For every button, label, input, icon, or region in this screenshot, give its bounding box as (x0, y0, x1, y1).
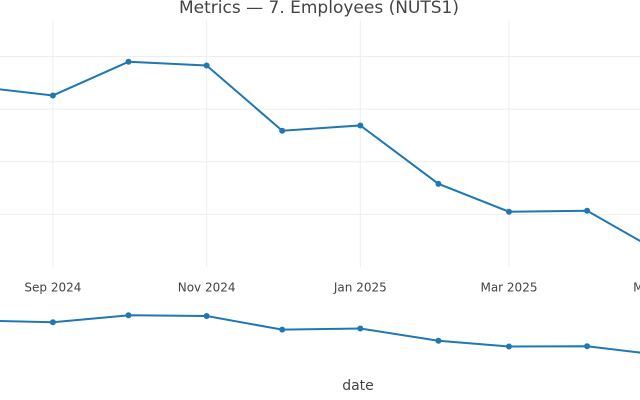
chart-title: Metrics — 7. Employees (NUTS1) (179, 0, 459, 18)
x-axis-label: date (342, 378, 374, 394)
data-line-point (203, 62, 210, 69)
rangeslider-line (0, 314, 640, 354)
rangeslider-line-point (279, 326, 286, 333)
data-line-point (584, 207, 591, 214)
rangeslider-line-point (505, 343, 512, 350)
data-line-point (435, 180, 442, 187)
x-tick-label: Nov 2024 (178, 281, 236, 295)
x-tick-label: Sep 2024 (24, 281, 81, 295)
data-line-point (49, 92, 56, 99)
x-tick-label: Mar 2025 (480, 281, 537, 295)
rangeslider-line-point (203, 313, 210, 320)
rangeslider-line-point (357, 325, 364, 332)
data-line-point (279, 127, 286, 134)
data-line-point (357, 122, 364, 129)
x-tick-label: May 2025 (633, 281, 640, 295)
data-line (0, 60, 640, 243)
data-line-point (505, 208, 512, 215)
rangeslider-line-point (435, 337, 442, 344)
rangeslider-line-point (584, 343, 591, 350)
rangeslider-line-point (49, 319, 56, 326)
rangeslider-line-point (125, 312, 132, 319)
data-line-point (125, 58, 132, 65)
x-tick-label: Jan 2025 (333, 281, 387, 295)
